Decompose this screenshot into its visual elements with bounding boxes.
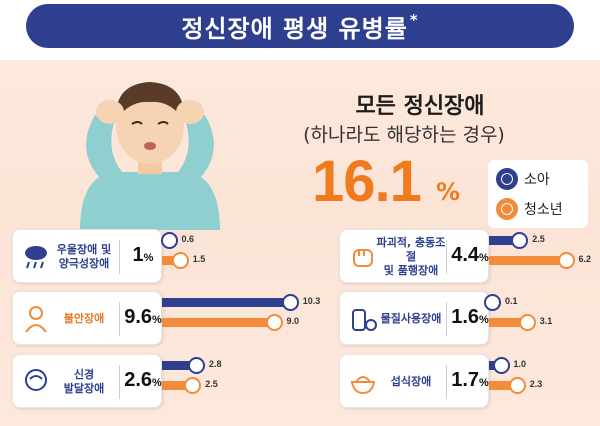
bar-value-label: 2.3 xyxy=(529,379,543,389)
bar-child xyxy=(162,357,205,374)
category-card: 우울장애 및 양극성장애 1% xyxy=(12,229,162,283)
bar-child xyxy=(160,232,178,249)
legend-label: 청소년 xyxy=(524,202,563,218)
bar-end-coin-icon xyxy=(171,252,189,269)
total-unit: % xyxy=(479,377,489,389)
bar-end-coin-icon xyxy=(508,377,526,394)
card-divider xyxy=(446,302,447,336)
headline-subtitle: (하나라도 해당하는 경우) xyxy=(303,124,505,146)
card-divider xyxy=(446,240,447,274)
bar-child xyxy=(484,294,501,311)
category-card: 파괴적, 충동조절 및 품행장애 4.4% xyxy=(339,229,489,283)
total-unit: % xyxy=(479,252,489,264)
anxious-person-icon xyxy=(25,306,47,333)
card-divider xyxy=(119,365,120,399)
bar-value-label: 10.3 xyxy=(302,296,321,306)
category-card: 물질사용장애 1.6% xyxy=(339,291,489,345)
bar-teen xyxy=(489,377,526,394)
category-label: 물질사용장애 xyxy=(380,312,442,326)
title-text: 정신장애 평생 유병률 xyxy=(181,14,408,43)
title-footnote-mark: * xyxy=(409,11,419,29)
total-unit: % xyxy=(152,377,162,389)
bar-end-coin-icon xyxy=(265,314,283,331)
total-number: 1 xyxy=(132,244,144,266)
category-card: 불안장애 9.6% xyxy=(12,291,162,345)
category-label: 섭식장애 xyxy=(390,375,432,389)
card-divider xyxy=(119,302,120,336)
bar-end-coin-icon xyxy=(511,232,529,249)
bar-teen xyxy=(489,314,536,331)
card-divider xyxy=(446,365,447,399)
category-total: 1% xyxy=(123,244,163,267)
bar-end-coin-icon xyxy=(557,252,575,269)
bar-end-coin-icon xyxy=(184,377,202,394)
total-number: 4.4 xyxy=(451,244,480,266)
brain-head-icon xyxy=(25,369,47,391)
total-unit: % xyxy=(479,314,489,326)
rain-cloud-icon xyxy=(25,246,47,269)
headline-title: 모든 정신장애 xyxy=(355,94,485,119)
bar-value-label: 2.5 xyxy=(532,234,545,244)
total-number: 1.6 xyxy=(451,306,480,328)
bar-value-label: 0.6 xyxy=(181,234,195,244)
orange-coin-icon xyxy=(496,198,518,220)
fist-icon xyxy=(353,249,373,267)
headline-value: 16.1 xyxy=(312,149,422,214)
page-title: 정신장애 평생 유병률 * xyxy=(26,4,574,48)
blue-coin-icon xyxy=(496,168,518,190)
total-unit: % xyxy=(152,314,162,326)
total-number: 9.6 xyxy=(124,306,153,328)
stressed-person-illustration xyxy=(80,82,220,230)
bar-end-coin-icon xyxy=(281,294,299,311)
bar-value-label: 3.1 xyxy=(539,316,553,326)
bar-value-label: 2.8 xyxy=(209,359,222,369)
category-card: 신경 발달장애 2.6% xyxy=(12,354,162,408)
category-total: 2.6% xyxy=(123,369,163,392)
category-label: 신경 발달장애 xyxy=(63,368,105,395)
bar-end-coin-icon xyxy=(160,232,178,249)
total-number: 2.6 xyxy=(124,369,153,391)
category-card: 섭식장애 1.7% xyxy=(339,354,489,408)
bar-end-coin-icon xyxy=(484,294,501,311)
category-label: 우울장애 및 양극성장애 xyxy=(56,243,112,270)
category-label: 파괴적, 충동조절 및 품행장애 xyxy=(376,236,446,277)
total-unit: % xyxy=(143,252,154,264)
category-total: 1.7% xyxy=(450,369,490,392)
bar-value-label: 1.5 xyxy=(192,254,206,264)
headline-unit: % xyxy=(436,178,461,206)
legend-item-child: 소아 xyxy=(496,168,550,190)
category-total: 1.6% xyxy=(450,306,490,329)
bar-child xyxy=(162,294,299,311)
bar-end-coin-icon xyxy=(518,314,536,331)
bar-value-label: 0.1 xyxy=(505,296,518,306)
legend-item-teen: 청소년 xyxy=(496,198,563,220)
bar-value-label: 1.0 xyxy=(513,359,527,369)
bar-value-label: 9.0 xyxy=(286,316,300,326)
bar-child xyxy=(489,357,510,374)
card-divider xyxy=(119,240,120,274)
bar-end-coin-icon xyxy=(188,357,205,374)
bar-end-coin-icon xyxy=(492,357,510,374)
bar-value-label: 6.2 xyxy=(578,254,592,264)
bar-teen xyxy=(162,377,202,394)
bar-teen xyxy=(489,252,575,269)
bar-child xyxy=(489,232,529,249)
category-total: 4.4% xyxy=(450,244,490,267)
bar-value-label: 2.5 xyxy=(205,379,218,389)
category-total: 9.6% xyxy=(123,306,163,329)
bar-teen xyxy=(162,314,283,331)
pills-icon xyxy=(352,309,377,331)
legend: 소아 청소년 xyxy=(488,160,588,228)
legend-label: 소아 xyxy=(524,172,550,188)
category-label: 불안장애 xyxy=(63,312,105,326)
bar-teen xyxy=(162,252,189,269)
total-number: 1.7 xyxy=(451,369,480,391)
rice-bowl-icon xyxy=(350,376,376,395)
